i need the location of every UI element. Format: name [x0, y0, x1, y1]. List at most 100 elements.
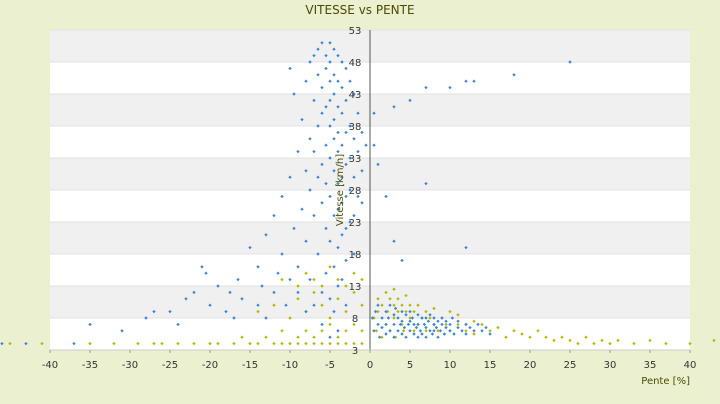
- x-tick-label: 0: [367, 360, 373, 371]
- data-point: [332, 92, 336, 96]
- data-point: [608, 341, 612, 346]
- data-point: [576, 341, 580, 346]
- data-point: [348, 124, 352, 128]
- data-point: [584, 335, 588, 339]
- data-point: [320, 85, 324, 90]
- x-tick-label: 10: [444, 360, 457, 371]
- data-point: [592, 341, 596, 346]
- data-point: [336, 53, 340, 58]
- x-tick-label: 25: [564, 360, 577, 371]
- data-point: [312, 53, 316, 58]
- data-point: [372, 111, 376, 115]
- data-point: [88, 322, 92, 327]
- data-point: [340, 85, 344, 90]
- x-tick-label: -10: [282, 360, 298, 371]
- x-tick-label: 40: [684, 360, 697, 371]
- x-tick-label: -15: [242, 360, 258, 371]
- data-point: [304, 79, 308, 83]
- data-point: [176, 341, 180, 346]
- data-point: [472, 79, 476, 83]
- data-point: [160, 341, 164, 346]
- x-tick-label: -20: [202, 360, 218, 371]
- data-point: [168, 309, 172, 314]
- data-point: [316, 47, 320, 51]
- data-point: [328, 79, 332, 83]
- data-point: [688, 341, 692, 346]
- y-tick-label: 28: [349, 186, 362, 197]
- data-point: [224, 309, 228, 314]
- y-tick-label: 48: [349, 58, 362, 69]
- data-point: [528, 335, 532, 339]
- data-point: [152, 309, 156, 314]
- data-point: [544, 335, 548, 339]
- y-tick-label: 3: [352, 346, 358, 357]
- x-tick-label: -5: [325, 360, 335, 371]
- data-point: [712, 338, 716, 343]
- data-point: [204, 271, 208, 275]
- data-point: [24, 341, 28, 346]
- data-point: [208, 303, 212, 307]
- x-tick-label: -40: [42, 360, 58, 371]
- data-point: [200, 265, 204, 269]
- data-point: [232, 316, 236, 320]
- data-point: [352, 92, 356, 96]
- data-point: [328, 60, 332, 64]
- y-axis-label: Vitesse [km/h]: [335, 154, 346, 226]
- data-point: [216, 284, 220, 288]
- data-point: [336, 79, 340, 83]
- data-point: [464, 79, 468, 83]
- y-tick-label: 18: [349, 250, 362, 261]
- data-point: [152, 341, 156, 346]
- data-point: [8, 341, 12, 346]
- data-point: [568, 60, 572, 64]
- data-point: [308, 60, 312, 64]
- data-point: [320, 111, 324, 115]
- data-point: [184, 297, 188, 301]
- data-point: [192, 341, 196, 346]
- data-point: [316, 124, 320, 128]
- x-tick-label: 30: [604, 360, 617, 371]
- data-point: [320, 41, 324, 45]
- data-point: [176, 322, 180, 327]
- y-tick-label: 13: [349, 282, 362, 293]
- y-tick-label: 43: [349, 90, 362, 101]
- y-tick-label: 33: [349, 154, 362, 165]
- data-point: [248, 341, 252, 346]
- data-point: [192, 290, 196, 295]
- data-point: [448, 85, 452, 90]
- data-point: [324, 53, 328, 58]
- data-point: [136, 341, 140, 346]
- data-point: [120, 329, 124, 333]
- data-point: [520, 332, 524, 336]
- data-point: [0, 341, 4, 346]
- data-point: [632, 341, 636, 346]
- y-tick-label: 53: [349, 26, 362, 37]
- data-point: [340, 111, 344, 115]
- data-point: [40, 341, 44, 346]
- data-point: [232, 341, 236, 346]
- data-point: [240, 297, 244, 301]
- data-point: [240, 335, 244, 339]
- data-point: [356, 111, 360, 115]
- chart-title: VITESSE vs PENTE: [305, 3, 414, 17]
- y-tick-label: 23: [349, 218, 362, 229]
- data-point: [236, 277, 240, 282]
- y-tick-label: 8: [352, 314, 358, 325]
- data-point: [560, 335, 564, 339]
- data-point: [216, 341, 220, 346]
- tick-labels: -40 -35 -30 -25 -20 -15 -10 -5 0 5 10 15 20 25 30 35 40 3…: [42, 26, 697, 371]
- data-point: [424, 85, 428, 90]
- x-tick-label: -30: [122, 360, 138, 371]
- data-point: [300, 117, 304, 122]
- data-point: [328, 41, 332, 45]
- data-point: [348, 79, 352, 83]
- y-tick-label: 38: [349, 122, 362, 133]
- x-tick-label: 15: [484, 360, 497, 371]
- data-point: [332, 47, 336, 51]
- data-point: [208, 341, 212, 346]
- data-point: [512, 73, 516, 77]
- data-point: [340, 60, 344, 64]
- x-tick-label: 5: [407, 360, 413, 371]
